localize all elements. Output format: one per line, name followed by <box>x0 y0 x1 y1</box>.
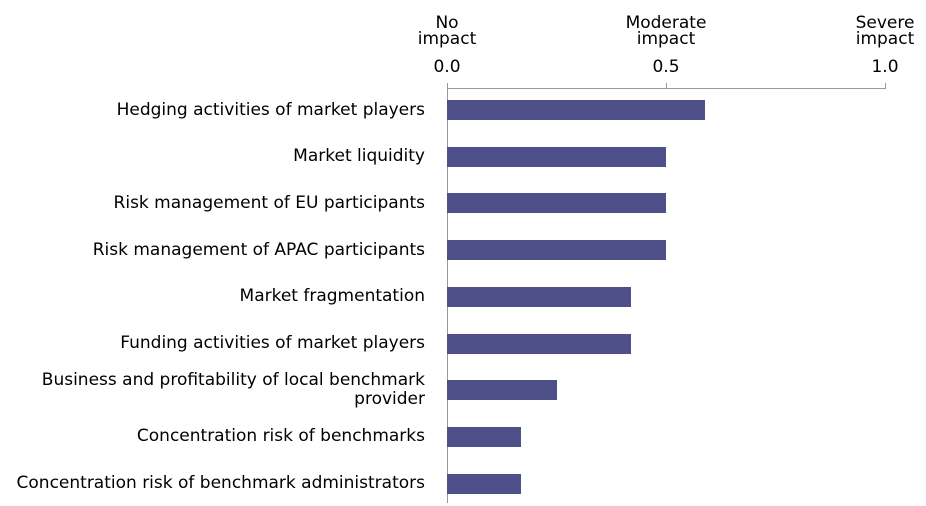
bar <box>447 286 631 307</box>
category-label: Funding activities of market players <box>120 333 425 353</box>
category-label: Concentration risk of benchmarks <box>136 426 425 447</box>
x-tick-label: 0.5 <box>652 57 680 77</box>
tick-caption: No impact <box>417 13 477 49</box>
bar <box>447 380 557 401</box>
x-tick-label: 1.0 <box>871 57 899 77</box>
category-label: Concentration risk of benchmark administ… <box>16 473 425 494</box>
x-tick-mark <box>885 83 886 89</box>
x-tick-mark <box>447 83 448 89</box>
category-label: Business and profitability of local benc… <box>41 370 425 410</box>
tick-caption: Moderate impact <box>625 13 707 49</box>
category-label: Risk management of EU participants <box>113 192 425 213</box>
category-label: Market liquidity <box>293 146 425 167</box>
category-label: Hedging activities of market players <box>116 99 425 120</box>
x-tick-label: 0.0 <box>433 57 461 77</box>
category-label: Market fragmentation <box>239 286 425 307</box>
category-label: Risk management of APAC participants <box>92 239 425 260</box>
x-tick-mark <box>666 83 667 89</box>
bar <box>447 146 666 167</box>
bar <box>447 100 706 120</box>
bar <box>447 333 631 354</box>
bar <box>447 240 666 261</box>
bar <box>447 473 522 494</box>
bar <box>447 426 522 447</box>
tick-caption: Severe impact <box>855 13 915 49</box>
bar <box>447 193 666 214</box>
